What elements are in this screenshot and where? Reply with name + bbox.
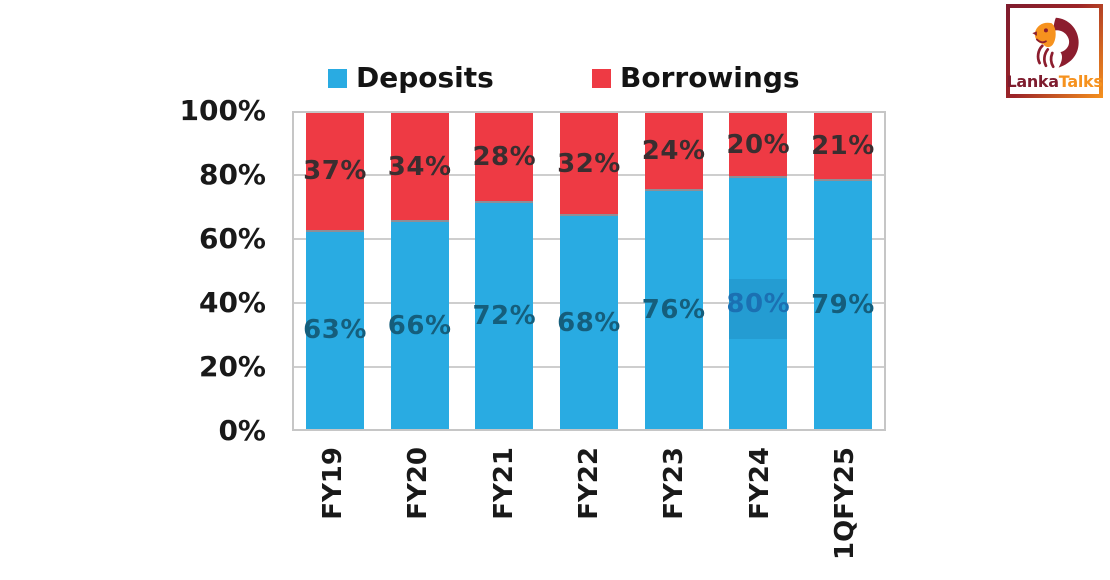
- data-label-borrowings: 24%: [641, 135, 706, 166]
- lankatalks-logo-inner: LankaTalks: [1006, 8, 1103, 94]
- bar-fy20: 34% 66%: [387, 113, 452, 429]
- data-label-borrowings: 20%: [726, 129, 791, 160]
- data-label-deposits: 66%: [387, 310, 452, 341]
- data-label-deposits: 72%: [472, 301, 537, 332]
- data-label-borrowings: 34%: [387, 151, 452, 182]
- legend-label: Borrowings: [620, 61, 800, 94]
- segment-deposits-fy21: 72%: [472, 201, 537, 429]
- x-tick-text: FY23: [659, 447, 690, 520]
- logo-text-secondary: Talks: [1058, 72, 1103, 91]
- y-tick-label: 60%: [198, 222, 266, 255]
- lion-icon: [1031, 17, 1079, 69]
- segment-borrowings-fy22: 32%: [557, 113, 621, 215]
- segment-borrowings-fy20: 34%: [387, 113, 452, 221]
- data-label-deposits: 68%: [557, 307, 621, 338]
- data-label-borrowings: 21%: [811, 131, 875, 162]
- segment-borrowings-fy23: 24%: [641, 113, 706, 189]
- segment-borrowings-fy19: 37%: [303, 113, 367, 230]
- segment-deposits-fy24: 80%: [726, 176, 791, 429]
- x-tick-text: FY20: [403, 447, 434, 520]
- data-label-deposits: 76%: [641, 294, 706, 325]
- bar-1qfy25: 21% 79%: [811, 113, 875, 429]
- logo-wordmark: LankaTalks: [1006, 74, 1102, 90]
- data-label-deposits: 79%: [811, 290, 875, 321]
- segment-borrowings-fy21: 28%: [472, 113, 537, 202]
- data-label-deposits: 80%: [726, 288, 791, 319]
- legend-item-deposits: Deposits: [328, 62, 494, 94]
- data-label-deposits: 63%: [303, 315, 367, 346]
- data-label-borrowings: 37%: [303, 156, 367, 187]
- bar-fy19: 37% 63%: [303, 113, 367, 429]
- x-tick-text: FY19: [318, 447, 348, 520]
- bar-fy21: 28% 72%: [472, 113, 537, 429]
- segment-borrowings-fy24: 20%: [726, 113, 791, 177]
- segment-deposits-fy22: 68%: [557, 214, 621, 429]
- legend-item-borrowings: Borrowings: [592, 62, 800, 94]
- segment-deposits-fy19: 63%: [303, 229, 367, 429]
- x-tick-text: FY22: [574, 447, 604, 520]
- data-label-borrowings: 28%: [472, 142, 537, 173]
- x-tick-text: FY21: [488, 447, 519, 520]
- segment-borrowings-1qfy25: 21%: [811, 113, 875, 180]
- legend-swatch-deposits: [328, 68, 347, 88]
- lankatalks-logo: LankaTalks: [1006, 4, 1103, 98]
- bar-fy22: 32% 68%: [557, 113, 621, 429]
- x-tick-text: FY24: [744, 447, 775, 520]
- legend-label: Deposits: [356, 61, 494, 94]
- logo-text-primary: Lanka: [1006, 72, 1059, 91]
- segment-deposits-fy20: 66%: [387, 220, 452, 429]
- y-tick-label: 80%: [198, 158, 266, 191]
- segment-deposits-fy23: 76%: [641, 188, 706, 429]
- y-tick-label: 20%: [198, 350, 266, 383]
- data-label-borrowings: 32%: [557, 148, 621, 179]
- segment-deposits-1qfy25: 79%: [811, 179, 875, 429]
- y-tick-label: 100%: [179, 94, 266, 127]
- y-tick-label: 0%: [218, 414, 266, 447]
- y-tick-label: 40%: [198, 286, 266, 319]
- x-tick-text: 1QFY25: [830, 447, 860, 560]
- bar-fy23: 24% 76%: [641, 113, 706, 429]
- legend-swatch-borrowings: [592, 68, 611, 88]
- bar-fy24: 20% 80%: [726, 113, 791, 429]
- plot-area: 37% 63% 34% 66% 28% 72% 32% 68% 24% 76% 20% 80% 21% 7…: [292, 111, 886, 431]
